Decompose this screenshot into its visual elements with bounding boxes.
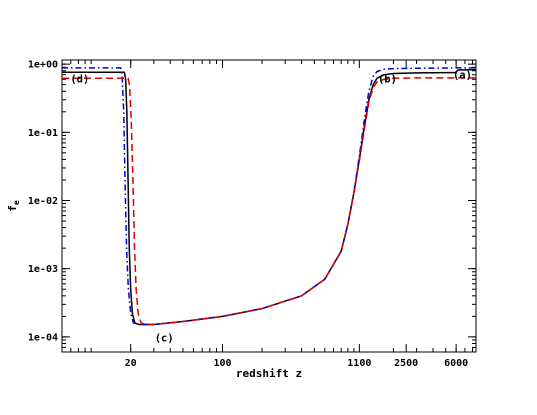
annotation-label: (b) — [378, 73, 397, 85]
x-tick-label: 2500 — [394, 358, 418, 369]
svg-text:fe: fe — [6, 200, 21, 212]
y-tick-label: 1e-03 — [28, 264, 58, 275]
annotation-label: (c) — [155, 333, 174, 345]
series-line-3 — [62, 77, 476, 326]
plot-frame — [61, 59, 477, 353]
annotation-layer: (a) (b) (c) (d) — [70, 69, 472, 344]
x-tick-label: 6000 — [444, 358, 468, 369]
annotation-label: (d) — [70, 73, 89, 85]
x-axis-label: redshift z — [236, 367, 302, 380]
x-tick-label: 20 — [125, 358, 137, 369]
series-line-2 — [62, 67, 476, 326]
y-tick-label: 1e-04 — [28, 332, 58, 343]
y-tick-label: 1e-02 — [28, 196, 58, 207]
x-tick-label: 1100 — [347, 358, 371, 369]
annotation-label: (a) — [453, 69, 472, 81]
major-ticks: 20 100 1100 2500 6000 1e+00 1e-01 1e-02 1e-03 1e-… — [28, 60, 476, 369]
y-tick-label: 1e+00 — [28, 60, 58, 71]
y-axis-label: f — [6, 205, 19, 212]
y-axis-label-group: fe — [6, 200, 21, 212]
x-tick-label: 100 — [213, 358, 231, 369]
y-axis-label-subscript: e — [12, 200, 21, 205]
y-tick-label: 1e-01 — [28, 128, 58, 139]
series-layer — [62, 67, 477, 326]
